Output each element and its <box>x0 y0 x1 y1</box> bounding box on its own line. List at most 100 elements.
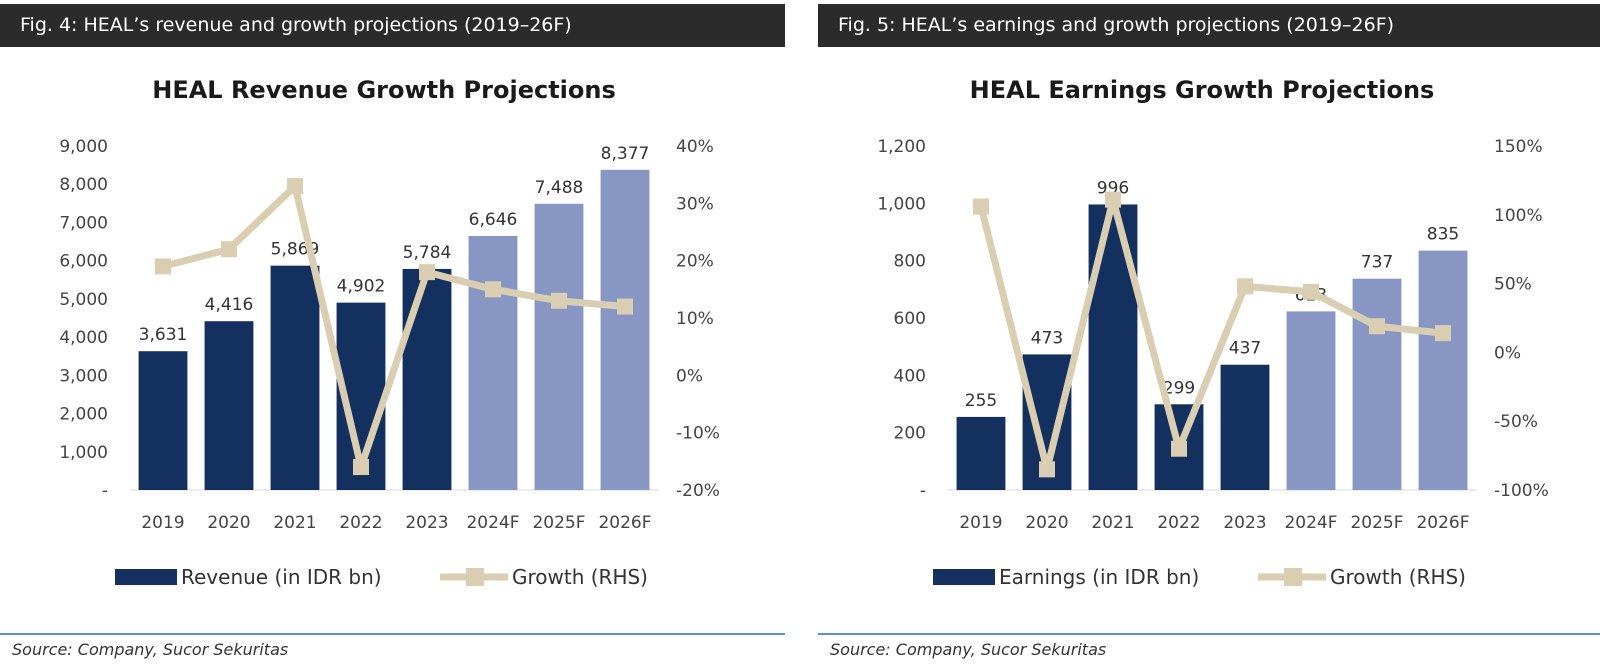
bar-value-label: 3,631 <box>139 325 188 345</box>
bar-2021 <box>1088 204 1138 491</box>
bar-value-label: 835 <box>1427 225 1459 245</box>
left-axis-tick: 5,000 <box>59 290 108 310</box>
revenue-chart: HEAL Revenue Growth Projections - 1,000 2,0… <box>59 76 720 589</box>
right-axis-tick: 100% <box>1494 206 1543 226</box>
legend-line-marker <box>466 568 484 586</box>
right-axis-tick: -100% <box>1494 481 1549 501</box>
left-axis-tick: 1,000 <box>59 443 108 463</box>
bar-value-label: 4,902 <box>337 277 386 297</box>
legend-bar-swatch <box>115 569 177 585</box>
growth-marker-2026F <box>617 298 633 315</box>
figure-5-header: Fig. 5: HEAL’s earnings and growth proje… <box>818 4 1600 47</box>
right-axis-tick: 20% <box>676 252 714 272</box>
figure-4-header: Fig. 4: HEAL’s revenue and growth projec… <box>0 4 785 47</box>
left-axis-tick: 1,200 <box>877 137 926 157</box>
bar-2023 <box>1220 364 1270 490</box>
growth-marker-2025F <box>1369 318 1385 335</box>
bar-value-label: 737 <box>1361 253 1393 273</box>
figure-5-source: Source: Company, Sucor Sekuritas <box>830 640 1107 659</box>
figure-5-divider <box>818 633 1600 635</box>
right-axis-tick: 0% <box>1494 343 1521 363</box>
right-axis-tick: 0% <box>676 366 703 386</box>
x-axis-tick: 2019 <box>959 513 1002 533</box>
bar-value-label: 7,488 <box>535 178 584 198</box>
left-axis-tick: 2,000 <box>59 405 108 425</box>
growth-marker-2021 <box>287 178 303 195</box>
bar-value-label: 4,416 <box>205 295 254 315</box>
bar-2026F <box>1418 250 1468 490</box>
right-axis-tick: 10% <box>676 309 714 329</box>
left-axis-tick: 1,000 <box>877 194 926 214</box>
bar-value-label: 299 <box>1163 378 1195 398</box>
bar-value-label: 8,377 <box>601 144 650 164</box>
x-axis-tick: 2022 <box>1157 513 1200 533</box>
legend-bar-label: Earnings (in IDR bn) <box>999 565 1199 589</box>
left-axis-tick: 6,000 <box>59 252 108 272</box>
left-axis-tick: 600 <box>894 309 926 329</box>
left-axis-tick: 9,000 <box>59 137 108 157</box>
x-axis-tick: 2019 <box>141 513 184 533</box>
bar-value-label: 255 <box>965 391 997 411</box>
growth-marker-2019 <box>155 258 171 275</box>
left-axis-tick: 200 <box>894 424 926 444</box>
growth-marker-2022 <box>353 459 369 476</box>
left-axis-tick: - <box>102 481 108 501</box>
left-axis-tick: 4,000 <box>59 328 108 348</box>
x-axis-tick: 2020 <box>207 513 250 533</box>
right-axis-tick: 30% <box>676 194 714 214</box>
growth-line <box>162 182 626 471</box>
bar-2020 <box>204 321 254 490</box>
earnings-chart: HEAL Earnings Growth Projections - 200 400 6… <box>877 76 1549 589</box>
x-axis-tick: 2023 <box>405 513 448 533</box>
right-axis-tick: -10% <box>676 424 720 444</box>
bar-value-label: 6,646 <box>469 210 518 230</box>
growth-marker-2020 <box>221 241 237 258</box>
legend-line-label: Growth (RHS) <box>512 565 648 589</box>
x-axis-tick: 2022 <box>339 513 382 533</box>
growth-marker-2024F <box>485 281 501 298</box>
bar-value-label: 473 <box>1031 328 1063 348</box>
figure-4-source: Source: Company, Sucor Sekuritas <box>12 640 289 659</box>
right-axis-tick: 50% <box>1494 275 1532 295</box>
left-axis-tick: 400 <box>894 366 926 386</box>
bar-2024F <box>468 235 518 490</box>
figure-5-panel: Fig. 5: HEAL’s earnings and growth proje… <box>818 0 1600 664</box>
growth-marker-2019 <box>973 198 989 215</box>
left-axis-tick: - <box>920 481 926 501</box>
growth-marker-2023 <box>1237 278 1253 295</box>
left-axis-tick: 8,000 <box>59 175 108 195</box>
x-axis-tick: 2024F <box>1284 513 1337 533</box>
growth-marker-2020 <box>1039 461 1055 478</box>
bar-2024F <box>1286 311 1336 490</box>
legend-bar-swatch <box>933 569 995 585</box>
growth-marker-2026F <box>1435 325 1451 342</box>
growth-marker-2025F <box>551 292 567 309</box>
bar-value-label: 437 <box>1229 339 1261 359</box>
x-axis-tick: 2023 <box>1223 513 1266 533</box>
bar-2023 <box>402 268 452 490</box>
x-axis-tick: 2026F <box>598 513 651 533</box>
x-axis-tick: 2025F <box>532 513 585 533</box>
bar-value-label: 996 <box>1097 178 1129 198</box>
bar-value-label: 5,784 <box>403 243 452 263</box>
bar-2025F <box>1352 278 1402 490</box>
bar-2019 <box>138 351 188 490</box>
growth-marker-2021 <box>1105 191 1121 208</box>
growth-marker-2023 <box>419 264 435 281</box>
figure-4-panel: Fig. 4: HEAL’s revenue and growth projec… <box>0 0 785 664</box>
x-axis-tick: 2024F <box>466 513 519 533</box>
bar-2025F <box>534 203 584 491</box>
right-axis-tick: 40% <box>676 137 714 157</box>
figure-4-divider <box>0 633 785 635</box>
right-axis-tick: -50% <box>1494 412 1538 432</box>
x-axis-tick: 2021 <box>1091 513 1134 533</box>
left-axis-tick: 3,000 <box>59 366 108 386</box>
legend-line-label: Growth (RHS) <box>1330 565 1466 589</box>
bar-2019 <box>956 416 1006 490</box>
legend-line-marker <box>1284 568 1302 586</box>
chart-title: HEAL Revenue Growth Projections <box>152 76 616 104</box>
right-axis-tick: -20% <box>676 481 720 501</box>
chart-title: HEAL Earnings Growth Projections <box>970 76 1435 104</box>
x-axis-tick: 2020 <box>1025 513 1068 533</box>
growth-marker-2022 <box>1171 440 1187 457</box>
